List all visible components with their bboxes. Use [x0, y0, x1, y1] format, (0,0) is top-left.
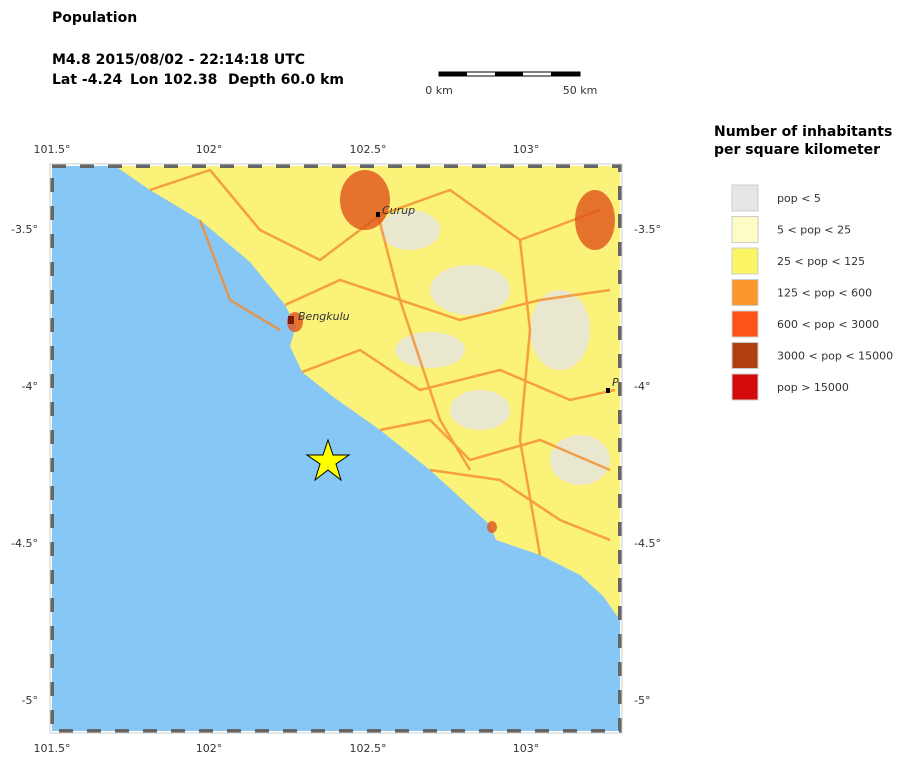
legend-label: 3000 < pop < 15000 — [777, 350, 893, 363]
legend-title: Number of inhabitants — [714, 124, 892, 140]
place-label: P — [612, 376, 619, 389]
legend-label: 600 < pop < 3000 — [777, 318, 879, 331]
x-tick-label: 102.5° — [350, 742, 387, 755]
legend-swatch — [731, 373, 759, 401]
place-label: Bengkulu — [298, 310, 350, 323]
y-tick-label: -5° — [22, 694, 38, 707]
x-tick-label: 102° — [196, 742, 223, 755]
epicenter — [305, 438, 351, 482]
x-tick-label: 101.5° — [34, 143, 71, 156]
x-tick-label: 102° — [196, 143, 223, 156]
y-tick-label: -3.5° — [11, 223, 38, 236]
place-label: Curup — [382, 204, 415, 217]
y-tick-label: -3.5° — [634, 223, 661, 236]
x-tick-label: 102.5° — [350, 143, 387, 156]
y-tick-label: -4.5° — [634, 537, 661, 550]
map — [49, 163, 623, 734]
title: Population — [52, 10, 137, 26]
x-tick-label: 103° — [513, 742, 540, 755]
lon: Lon 102.38 — [130, 72, 217, 88]
legend-label: 5 < pop < 25 — [777, 224, 851, 237]
legend-swatch — [731, 279, 759, 306]
y-tick-label: -4° — [634, 380, 650, 393]
scale-end: 50 km — [563, 84, 598, 97]
legend-swatch — [731, 342, 759, 369]
event: M4.8 2015/08/02 - 22:14:18 UTC — [52, 52, 305, 68]
y-tick-label: -4.5° — [11, 537, 38, 550]
y-tick-label: -4° — [22, 380, 38, 393]
lat: Lat -4.24 — [52, 72, 123, 88]
depth: Depth 60.0 km — [228, 72, 344, 88]
scale-start: 0 km — [425, 84, 453, 97]
legend-label: pop < 5 — [777, 192, 821, 205]
x-tick-label: 103° — [513, 143, 540, 156]
legend-label: pop > 15000 — [777, 381, 849, 394]
legend-label: 25 < pop < 125 — [777, 255, 865, 268]
legend-swatch — [731, 216, 759, 243]
legend-swatch — [731, 310, 759, 338]
legend-label: 125 < pop < 600 — [777, 287, 872, 300]
legend-title: per square kilometer — [714, 142, 880, 158]
y-tick-label: -5° — [634, 694, 650, 707]
x-tick-label: 101.5° — [34, 742, 71, 755]
scale-bar — [438, 71, 581, 77]
legend-swatch — [731, 184, 759, 212]
legend-swatch — [731, 247, 759, 275]
